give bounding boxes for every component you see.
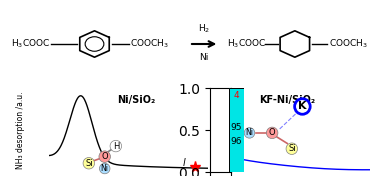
- Text: Ni: Ni: [245, 128, 254, 137]
- Text: NH₃ desorption /a.u.: NH₃ desorption /a.u.: [16, 92, 25, 169]
- Text: KF-Ni/SiO₂: KF-Ni/SiO₂: [259, 95, 315, 105]
- Text: KF: KF: [221, 158, 233, 168]
- Text: H$_2$: H$_2$: [198, 23, 210, 35]
- Text: 17: 17: [214, 94, 226, 103]
- Text: H$_3$COOC: H$_3$COOC: [227, 38, 266, 50]
- Text: 41: 41: [214, 161, 226, 170]
- Text: 95: 95: [231, 123, 242, 132]
- Text: Si: Si: [85, 159, 93, 168]
- Text: 96: 96: [231, 137, 242, 146]
- Text: H: H: [113, 142, 119, 151]
- Text: 4: 4: [234, 90, 239, 100]
- Text: Ni: Ni: [200, 53, 209, 62]
- Text: 83: 83: [214, 115, 226, 124]
- Text: Ni/SiO₂: Ni/SiO₂: [117, 95, 156, 105]
- Text: COOCH$_3$: COOCH$_3$: [329, 38, 368, 50]
- Bar: [210, 130, 231, 172]
- Text: O: O: [269, 128, 276, 137]
- Text: Conv.& Sel./%: Conv.& Sel./%: [235, 106, 241, 155]
- Bar: [210, 88, 231, 109]
- Bar: [210, 88, 231, 130]
- Text: K: K: [298, 102, 307, 111]
- Text: l: l: [183, 158, 186, 168]
- Text: H$_3$COOC: H$_3$COOC: [11, 38, 51, 50]
- Text: O: O: [101, 152, 108, 161]
- Text: Ni: Ni: [101, 164, 109, 173]
- Text: COOCH$_3$: COOCH$_3$: [130, 38, 169, 50]
- Bar: [210, 109, 231, 130]
- Text: Si: Si: [288, 144, 296, 153]
